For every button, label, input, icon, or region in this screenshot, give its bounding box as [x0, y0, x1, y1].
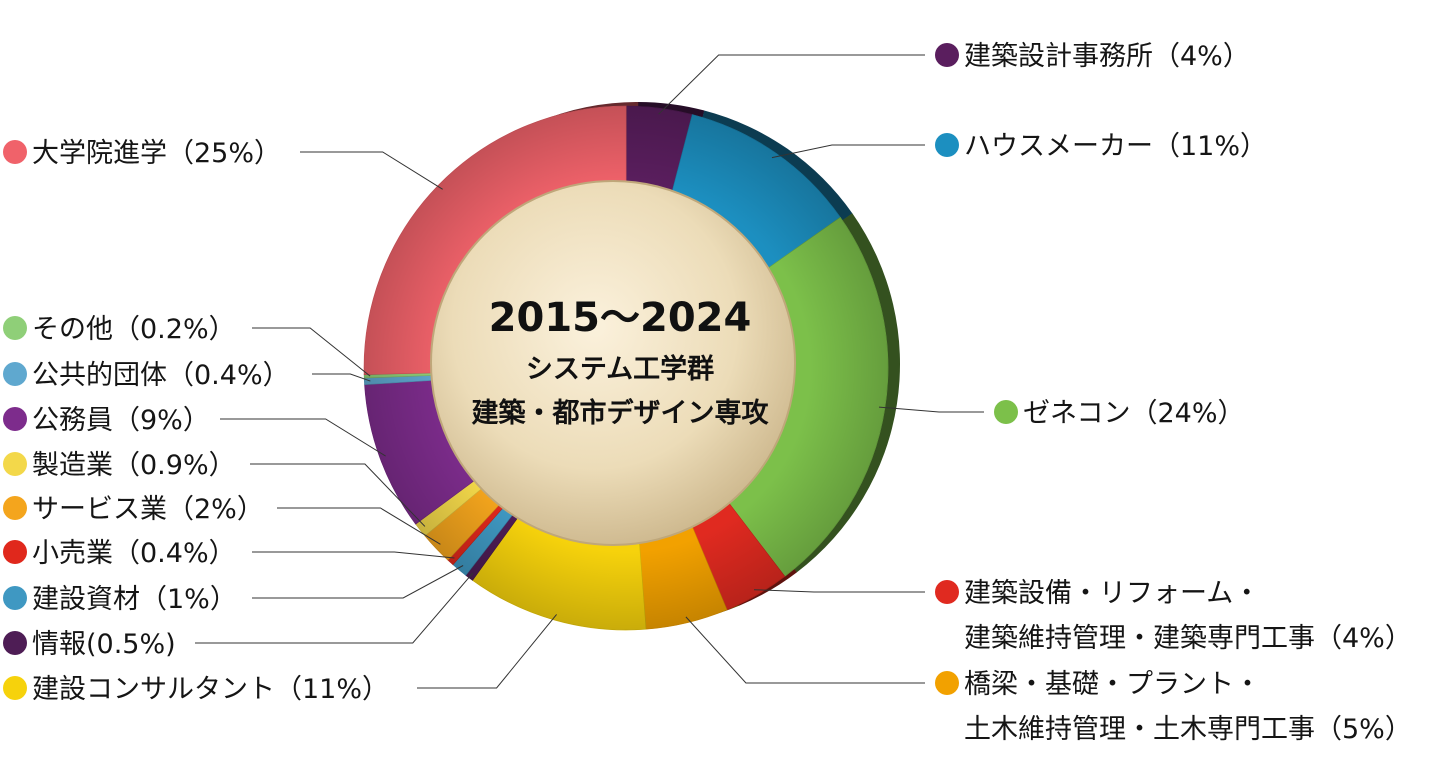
leader-line-製造業	[250, 463, 426, 527]
legend-label-ハウスメーカー: ハウスメーカー（11%）	[964, 131, 1267, 162]
leader-line-ゼネコン	[878, 406, 984, 413]
legend-marker-ゼネコン	[994, 400, 1018, 424]
legend-marker-製造業	[3, 452, 27, 476]
legend-marker-建築設計事務所	[935, 43, 959, 67]
legend-marker-建築設備・リフォーム・	[935, 580, 959, 604]
center-hub	[430, 180, 796, 546]
legend-label-建設資材: 建設資材（1%）	[32, 584, 237, 615]
legend-marker-ハウスメーカー	[935, 133, 959, 157]
legend-label-サービス業: サービス業（2%）	[32, 494, 264, 525]
legend-marker-大学院進学	[3, 140, 27, 164]
leader-line-公務員	[220, 418, 386, 457]
leader-line-ハウスメーカー	[771, 144, 925, 159]
legend-marker-サービス業	[3, 496, 27, 520]
legend-marker-その他	[3, 316, 27, 340]
leader-line-サービス業	[277, 507, 441, 545]
legend-label-建築設備・リフォーム・: 建築設備・リフォーム・	[964, 578, 1260, 609]
legend-label-製造業: 製造業（0.9%）	[32, 450, 236, 481]
leader-line-建築設計事務所	[658, 54, 925, 115]
center-major-text: 建築・都市デザイン専攻	[472, 397, 770, 429]
legend-label-公務員: 公務員（9%）	[32, 405, 210, 436]
legend-label-建設コンサルタント: 建設コンサルタント（11%）	[32, 674, 389, 705]
leader-line-建設資材	[252, 565, 464, 599]
legend-label-橋梁・基礎・プラント・: 橋梁・基礎・プラント・	[964, 669, 1261, 700]
legend-marker-建設コンサルタント	[3, 676, 27, 700]
legend-label-その他: その他（0.2%）	[32, 314, 236, 345]
leader-line-大学院進学	[300, 151, 443, 190]
leader-lines	[195, 54, 984, 689]
leader-line-その他	[252, 327, 371, 377]
leader-line-公共的団体	[312, 373, 371, 382]
legend-marker-情報	[3, 631, 27, 655]
legend-label-大学院進学: 大学院進学（25%）	[32, 138, 281, 169]
legend-label-公共的団体: 公共的団体（0.4%）	[32, 360, 290, 391]
leader-line-建設コンサルタント	[417, 614, 557, 689]
leader-line-小売業	[252, 551, 455, 559]
legend-label-建築設計事務所: 建築設計事務所（4%）	[964, 41, 1250, 72]
legend-marker-公務員	[3, 407, 27, 431]
center-dept-text: システム工学群	[526, 353, 714, 385]
legend-marker-建設資材	[3, 586, 27, 610]
legend-label-line2-橋梁・基礎・プラント・: 土木維持管理・土木専門工事（5%）	[964, 714, 1412, 745]
legend-label-ゼネコン: ゼネコン（24%）	[1023, 398, 1244, 429]
legend-label-小売業: 小売業（0.4%）	[32, 538, 236, 569]
legend-marker-小売業	[3, 540, 27, 564]
leader-line-建築設備・リフォーム・	[753, 589, 925, 593]
legend-label-情報: 情報(0.5%)	[32, 629, 176, 660]
legend-marker-橋梁・基礎・プラント・	[935, 671, 959, 695]
leader-line-橋梁・基礎・プラント・	[685, 616, 925, 684]
legend-label-line2-建築設備・リフォーム・: 建築維持管理・建築専門工事（4%）	[964, 623, 1412, 654]
legend-marker-公共的団体	[3, 362, 27, 386]
legend: 建築設計事務所（4%） ハウスメーカー（11%） ゼネコン（24%） 建築設備・リフォ…	[3, 41, 1412, 745]
center-year-text: 2015～2024	[489, 295, 752, 341]
leader-line-情報	[195, 572, 474, 644]
